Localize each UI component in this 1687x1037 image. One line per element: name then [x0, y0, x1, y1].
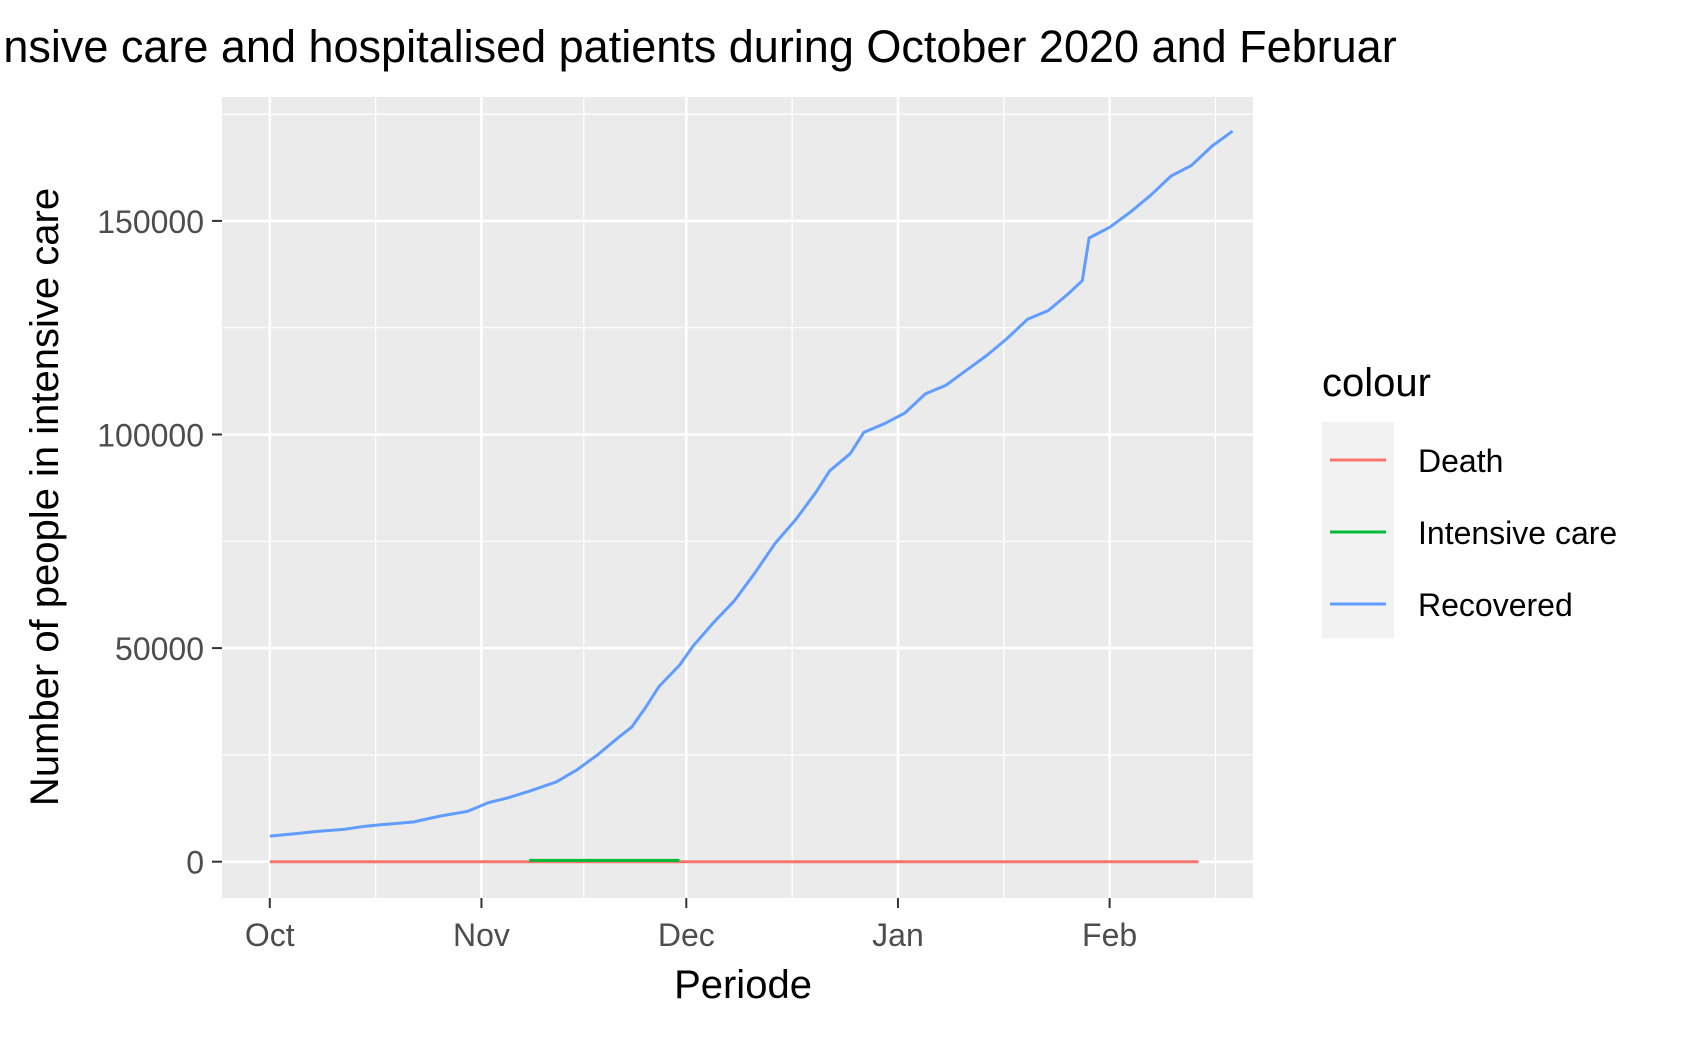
legend-key-background [1322, 422, 1394, 638]
y-axis-title: Number of people in intensive care [23, 188, 67, 806]
x-tick-label: Jan [872, 917, 924, 953]
y-tick-label: 100000 [97, 417, 204, 453]
y-tick-labels: 0 50000 100000 150000 [97, 204, 204, 881]
x-tick-label: Dec [658, 917, 715, 953]
legend-label: Death [1418, 443, 1503, 479]
x-axis-title: Periode [674, 963, 812, 1007]
y-tick-label: 50000 [115, 631, 204, 667]
x-tick-label: Feb [1082, 917, 1137, 953]
chart-title: nsive care and hospitalised patients dur… [3, 21, 1396, 72]
series-layer [269, 129, 1234, 864]
x-tick-label: Nov [453, 917, 510, 953]
x-tick-label: Oct [245, 917, 295, 953]
legend-label: Intensive care [1418, 515, 1617, 551]
legend-label: Recovered [1418, 587, 1573, 623]
plot-panel [222, 97, 1253, 898]
y-tick-label: 150000 [97, 204, 204, 240]
axis-ticks [212, 219, 1111, 908]
legend: colour Death Intensive care Recovered [1322, 361, 1617, 638]
series-line-recovered [269, 129, 1234, 838]
grid-minor [222, 97, 1253, 898]
y-tick-label: 0 [186, 845, 204, 881]
x-tick-labels: Oct Nov Dec Jan Feb [245, 917, 1137, 953]
legend-title: colour [1322, 361, 1431, 405]
legend-items: Death Intensive care Recovered [1330, 443, 1617, 623]
